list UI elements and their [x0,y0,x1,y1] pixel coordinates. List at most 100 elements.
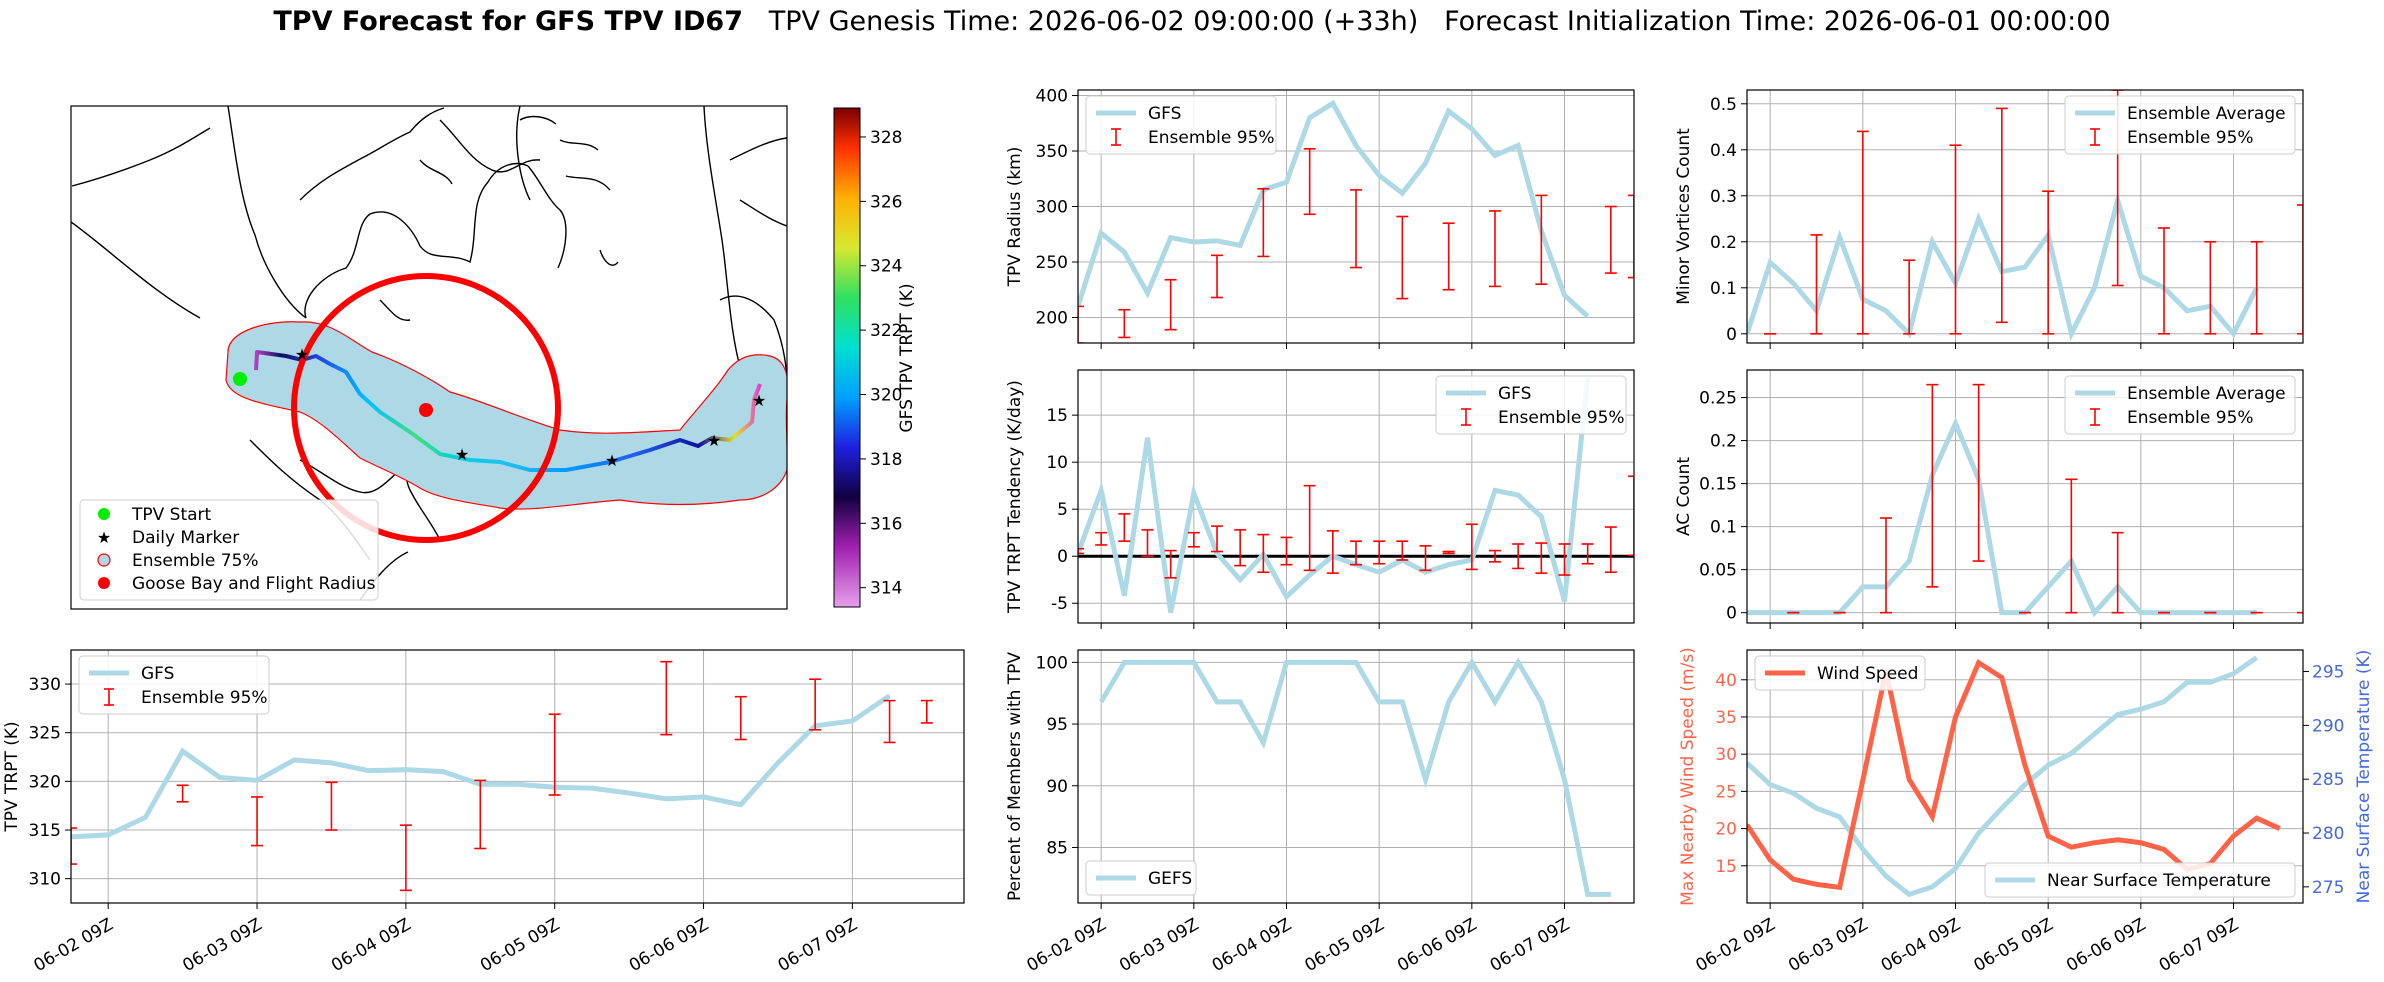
error-bar [474,779,487,850]
y-tick-label: 0.15 [1699,475,1737,495]
error-bar [1926,383,1939,588]
error-bar [2158,227,2170,335]
ensemble-circle-icon [97,553,111,567]
colorbar-tick-label: 316 [870,514,902,534]
x-tick-label: 06-02 09Z [1692,915,1778,976]
axes-frame [1077,369,1635,624]
figure-title-main: TPV Forecast for GFS TPV ID67 [273,6,743,37]
colorbar-tick-label: 322 [870,321,902,341]
error-bar [1211,525,1223,553]
x-tick-label: 06-03 09Z [1785,915,1871,976]
error-bar [1303,484,1316,572]
plot-area [1747,655,2281,898]
y-tick-label: 0 [1726,325,1737,345]
chart-tpv-trpt: 06-02 09Z 06-03 09Z 06-04 09Z 06-05 09Z 06-0… [2,649,965,976]
error-bar [1489,549,1501,563]
error-bar [1465,523,1478,571]
y-axis-label: TPV Radius (km) [1005,147,1025,288]
legend-label: GEFS [1148,869,1192,889]
error-bar [1995,107,2008,324]
error-bar [251,796,264,847]
error-bar [1628,475,1634,557]
error-bar [399,824,412,892]
y-tick-label: 325 [29,724,61,744]
y2-tick-label: 275 [2312,878,2344,898]
legend-label: Ensemble 95% [2127,128,2254,148]
colorbar-tick-label: 320 [870,386,902,406]
legend-label: Ensemble 95% [141,688,268,708]
error-bar [1095,531,1108,546]
tpv-track [254,350,762,472]
main-series-line [1099,657,1611,897]
chart-wind-and-temperature: 06-02 09Z 06-03 09Z 06-04 09Z 06-05 09Z 06-0… [1678,647,2374,976]
legend-label: Wind Speed [1817,664,1918,684]
error-bar [1581,543,1594,565]
error-bar [1211,254,1223,299]
legend-errorbar-icon [104,688,114,706]
x-tick-label: 06-06 09Z [1394,915,1480,976]
y-tick-label: 40 [1715,671,1737,691]
legend-label: Ensemble 95% [1498,408,1625,428]
plot-area [71,660,933,892]
error-bar [1628,194,1634,279]
y-tick-label: 20 [1715,820,1737,840]
y-tick-label: 100 [1036,653,1068,673]
map-legend-label: Goose Bay and Flight Radius [132,574,376,594]
colorbar-tick-label: 324 [870,257,902,277]
y-axis-label: Percent of Members with TPV [1005,652,1025,901]
genesis-time: TPV Genesis Time: 2026-06-02 09:00:00 (+… [768,6,1419,37]
y-tick-label: 0.2 [1710,233,1737,253]
y-axis-label: Max Nearby Wind Speed (m/s) [1678,647,1698,906]
y-tick-label: 320 [29,772,61,792]
map-legend-label: Daily Marker [132,528,239,548]
error-bar [1489,210,1501,288]
error-bar [2042,190,2055,335]
chart-ac-count: 0 0.05 0.1 0.15 0.2 0.25 AC Count Ensemble Aver… [1674,369,2304,629]
legend-errorbar-icon [2090,128,2100,146]
y2-tick-label: 285 [2312,770,2344,790]
error-bar [1078,547,1084,555]
star-icon: ★ [97,528,111,547]
chart-tpv-radius: 200 250 300 350 400 TPV Radius (km) GFS Ensembl… [1005,87,1635,349]
y2-axis-label: Near Surface Temperature (K) [2354,650,2374,904]
main-series-line [1078,99,1590,319]
map-panel: ★ ★ ★ ★ ★ TPV Start ★ Daily Marker Ensemble… [70,105,917,610]
error-bar [2297,204,2303,335]
x-tick-label: 06-04 09Z [1878,915,1964,976]
error-bar [920,699,933,724]
wind-line [1747,658,2281,891]
error-bar [734,695,747,741]
colorbar-tick-label: 326 [870,192,902,212]
error-bar [1350,540,1362,566]
error-bar [1903,259,1916,335]
legend-label: Ensemble 95% [1148,128,1275,148]
y-axis-label: TPV TRPT Tendency (K/day) [1005,380,1025,614]
legend: GFS Ensemble 95% [78,655,270,715]
legend-errorbar-icon [1461,408,1471,426]
y-tick-label: 35 [1715,708,1737,728]
error-bar [1078,305,1084,343]
plot-area [1099,657,1611,897]
error-bar [1118,308,1131,339]
y-tick-label: 95 [1046,715,1068,735]
y-tick-label: 330 [29,675,61,695]
start-dot-icon [98,508,110,520]
y-tick-label: 0.4 [1710,141,1737,161]
error-bar [1326,530,1339,574]
error-bar [883,699,896,744]
legend-label: GFS [1498,384,1531,404]
x-tick-label: 06-05 09Z [1970,915,2056,976]
error-bar [1442,222,1455,291]
y-tick-label: 350 [1036,142,1068,162]
error-bar [1604,205,1617,274]
legend-errorbar-icon [2090,408,2100,426]
x-tick-label: 06-03 09Z [1116,915,1202,976]
y2-tick-label: 295 [2312,663,2344,683]
plot-area [1078,377,1634,614]
error-bar [1535,194,1548,285]
error-bar [1234,529,1247,567]
y-tick-label: 0 [1057,547,1068,567]
chart-percent-of-members: 06-02 09Z 06-03 09Z 06-04 09Z 06-05 09Z 06-0… [1005,649,1635,976]
x-tick-label: 06-03 09Z [179,915,265,976]
